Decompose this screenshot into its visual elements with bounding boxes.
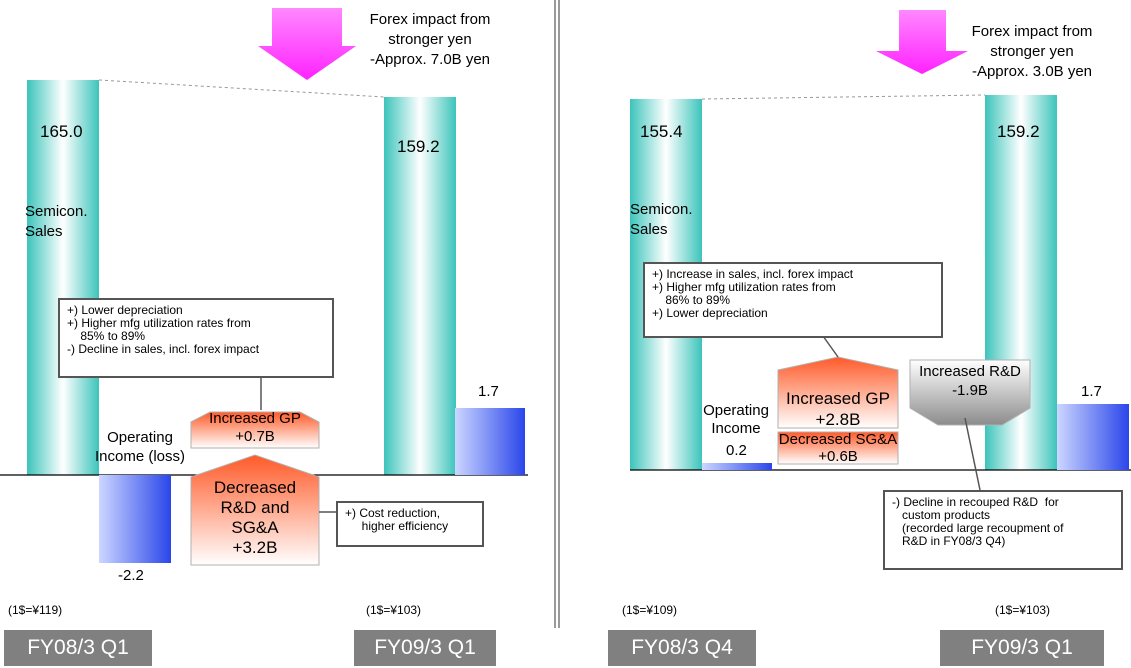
bridge-label-increased-gp: Increased GP +2.8B [786, 389, 890, 429]
oi-value-label: 1.7 [1081, 383, 1102, 400]
exchange-rate-label: (1$=¥109) [622, 603, 678, 617]
note-gp-factors-right: +) Increase in sales, incl. forex impact… [643, 262, 943, 338]
note-gp-factors: +) Lower depreciation +) Higher mfg util… [58, 298, 334, 378]
oi-value-label: -2.2 [118, 567, 144, 584]
sales-bar-fy083-q1 [27, 80, 99, 475]
bridge-label-increased-gp: Increased GP +0.7B [209, 410, 301, 445]
forex-note-right: Forex impact from stronger yen -Approx. … [971, 23, 1093, 80]
forex-note-left: Forex impact from stronger yen -Approx. … [369, 11, 491, 68]
bridge-label-increased-rd: Increased R&D -1.9B [919, 363, 1021, 399]
sales-value-label: 165.0 [40, 122, 83, 141]
oi-value-label: 1.7 [478, 383, 499, 400]
sales-value-label: 159.2 [997, 122, 1040, 141]
bridge-label-decreased-sga: Decreased SG&A +0.6B [778, 431, 898, 465]
note-cost-reduction: +) Cost reduction, higher efficiency [336, 501, 484, 547]
bridge-label-decreased-rd-sga: Decreased R&D and SG&A +3.2B [213, 478, 297, 557]
period-label: FY08/3 Q1 [4, 630, 152, 666]
forex-arrow-right [876, 10, 968, 74]
sales-connector-right [701, 94, 986, 100]
oi-bar-fy093-q1-left [455, 408, 525, 475]
increased-rd-bar-right [909, 359, 1031, 426]
oi-bar-fy093-q1-right [1057, 404, 1129, 470]
forex-arrow [258, 8, 356, 80]
exchange-rate-label: (1$=¥103) [366, 603, 422, 617]
oi-value-label: 0.2 [726, 442, 747, 459]
oi-bar-fy083-q1 [99, 475, 171, 563]
period-label: FY09/3 Q1 [354, 630, 496, 666]
note-recouped-rd: -) Decline in recouped R&D for custom pr… [883, 490, 1123, 570]
increased-gp-bar-left [190, 411, 320, 449]
increased-gp-bar-right [777, 356, 899, 429]
sales-connector [98, 79, 385, 98]
exchange-rate-label: (1$=¥103) [995, 603, 1051, 617]
sales-bar-fy093-q1-left [384, 97, 456, 475]
oi-series-label: Operating Income [703, 402, 769, 437]
oi-bar-fy083-q4 [702, 463, 772, 470]
decreased-sga-bar-right [777, 431, 899, 465]
period-label: FY09/3 Q1 [940, 630, 1104, 666]
decreased-rd-sga-bar-left [190, 454, 320, 566]
sales-series-label: Semicon. Sales [25, 203, 88, 240]
sales-value-label: 155.4 [640, 122, 683, 141]
exchange-rate-label: (1$=¥119) [8, 603, 63, 617]
period-label: FY08/3 Q4 [608, 630, 756, 666]
sales-series-label: Semicon. Sales [630, 201, 693, 238]
sales-value-label: 159.2 [397, 137, 440, 156]
oi-series-label: Operating Income (loss) [94, 429, 186, 465]
